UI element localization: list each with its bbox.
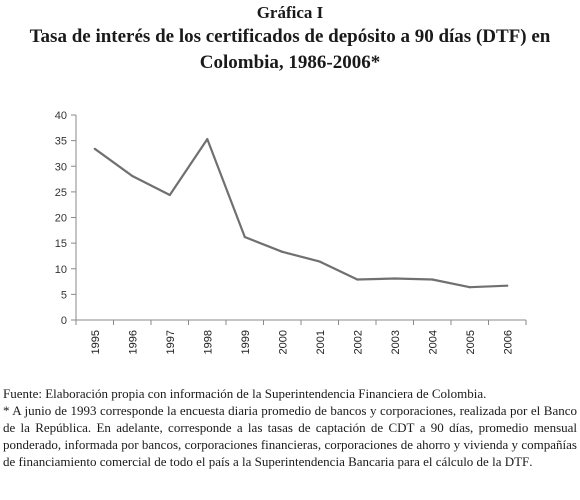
footnote-cdt: CDT (388, 420, 415, 435)
y-tick-label: 30 (55, 161, 67, 173)
title-line-2: Colombia, 1986-2006* (199, 52, 381, 73)
data-point (93, 147, 96, 150)
title-abbrev: DTF (482, 26, 521, 47)
y-tick-label: 15 (55, 238, 67, 250)
chart-title: Gráfica I Tasa de interés de los certifi… (0, 2, 580, 76)
footnote: * A junio de 1993 corresponde la encuest… (3, 402, 577, 470)
footnote-text-a: * A junio de 1993 corresponde la encuest… (3, 403, 577, 435)
x-axis: 1995 1996 1997 1998 1999 2000 2001 2002 2003 2004… (75, 319, 527, 354)
data-point (356, 278, 359, 281)
data-point (468, 286, 471, 289)
series-layer (93, 137, 509, 289)
data-point (131, 174, 134, 178)
data-point (318, 260, 321, 263)
y-tick-label: 35 (55, 136, 67, 148)
chart-notes: Fuente: Elaboración propia con informaci… (3, 385, 577, 470)
title-tail: ) en (520, 26, 551, 47)
data-point (393, 277, 396, 280)
title-main: Tasa de interés de los certificados de d… (29, 26, 483, 47)
data-point (168, 193, 171, 197)
data-point (206, 137, 209, 141)
x-tick-label: 2000 (277, 330, 289, 354)
source-note: Fuente: Elaboración propia con informaci… (3, 386, 487, 401)
x-tick-label: 2003 (390, 330, 402, 354)
figure-label-numeral: I (316, 3, 324, 22)
x-tick-label: 2005 (465, 330, 477, 354)
x-tick-label: 2002 (352, 330, 364, 354)
footnote-dtf: DTF (504, 454, 530, 469)
footnote-text-b: a 90 días, promedio mensual ponderado, i… (3, 420, 578, 469)
x-tick-label: 2001 (315, 330, 327, 354)
footnote-text-c: . (529, 454, 533, 469)
data-point (431, 278, 434, 281)
x-tick-label: 1995 (90, 330, 102, 354)
title-line-1: Tasa de interés de los certificados de d… (0, 24, 580, 50)
figure-label: Gráfica I (0, 2, 580, 24)
y-tick-label: 20 (55, 213, 67, 225)
data-point (243, 235, 246, 239)
x-tick-label: 1999 (240, 330, 252, 354)
figure-label-prefix: Gráfica (256, 3, 317, 22)
y-tick-label: 0 (61, 315, 67, 327)
y-tick-label: 25 (55, 187, 67, 199)
y-tick-label: 40 (55, 110, 67, 122)
x-tick-label: 1996 (127, 330, 139, 354)
x-tick-label: 1997 (165, 330, 177, 354)
y-tick-label: 5 (61, 289, 67, 301)
x-tick-label: 1998 (202, 330, 214, 354)
x-tick-label: 2004 (427, 330, 439, 354)
data-point (506, 284, 509, 287)
x-tick-label: 2006 (502, 330, 514, 354)
line-chart: 0 5 10 15 20 25 30 35 40 1995 1996 1997 1998 1999 200… (55, 110, 527, 354)
series-line (94, 137, 508, 289)
y-tick-label: 10 (55, 264, 67, 276)
y-axis: 0 5 10 15 20 25 30 35 40 (55, 110, 77, 327)
data-point (281, 250, 284, 253)
